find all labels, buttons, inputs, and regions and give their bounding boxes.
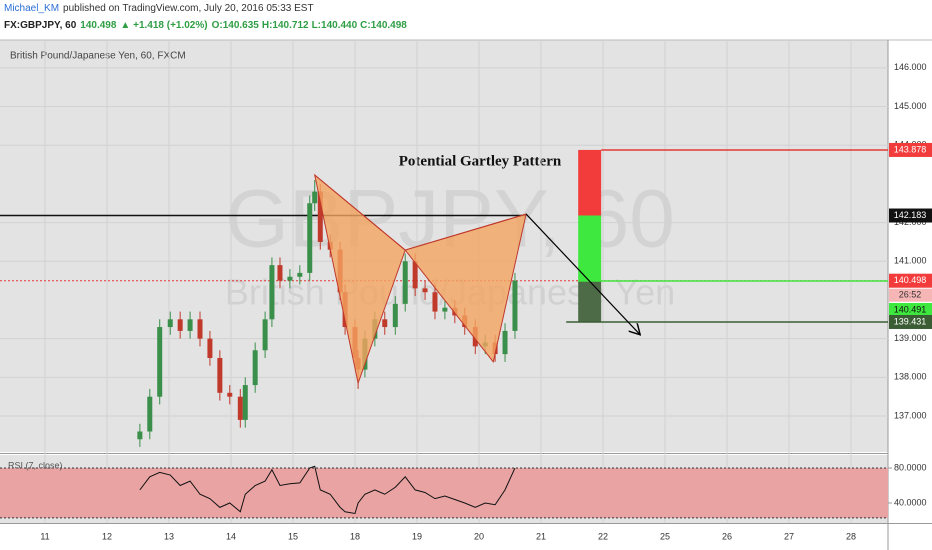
stop-box — [578, 149, 602, 216]
stop-badge — [889, 142, 932, 157]
candle-body — [252, 350, 258, 386]
candle-body — [287, 276, 293, 281]
candle-body — [422, 288, 428, 293]
x-tick-label: 14 — [226, 531, 236, 541]
current-badge — [889, 273, 932, 288]
candle-body — [157, 327, 163, 397]
x-tick-label: 13 — [164, 531, 174, 541]
target-badge — [889, 302, 932, 317]
y-tick-label: 145.000 — [894, 101, 927, 111]
target-label: 140.491 — [894, 304, 927, 314]
candle-body — [512, 280, 518, 331]
candle-body — [297, 272, 303, 277]
candle-body — [187, 319, 193, 331]
entry-label: 142.183 — [894, 210, 927, 220]
x-tick-label: 12 — [102, 531, 112, 541]
candle-body — [402, 261, 408, 304]
stop-label: 143.878 — [894, 144, 927, 154]
countdown: 26:52 — [899, 290, 922, 300]
ohlc-close: C:140.498 — [360, 20, 407, 31]
x-tick-label: 11 — [40, 531, 49, 541]
x-tick-label: 19 — [412, 531, 422, 541]
projection-arrow — [525, 213, 640, 335]
x-tick-label: 28 — [846, 531, 856, 541]
candle-body — [242, 385, 248, 420]
candle-body — [237, 396, 243, 420]
entry-badge — [889, 208, 932, 223]
header-line-1: Michael_KM published on TradingView.com, … — [4, 3, 314, 14]
candle-body — [442, 307, 448, 312]
candle-body — [432, 292, 438, 312]
x-tick-label: 15 — [288, 531, 298, 541]
x-tick-label: 27 — [784, 531, 794, 541]
y-tick-label: 137.000 — [894, 410, 927, 420]
candle-body — [137, 431, 143, 440]
pattern-leg — [405, 213, 527, 251]
candle-body — [262, 319, 268, 351]
target2-box — [578, 280, 602, 322]
target2-badge — [889, 314, 932, 329]
candle-body — [382, 319, 388, 328]
candle-body — [412, 261, 418, 289]
candle-body — [147, 396, 153, 432]
target2-label: 139.431 — [894, 316, 927, 326]
candle-body — [392, 303, 398, 328]
header-line-2: FX:GBPJPY, 60 140.498 ▲ +1.418 (+1.02%) O:1… — [4, 20, 407, 31]
candle-body — [217, 357, 223, 393]
rsi-tick-label: 80.0000 — [894, 462, 927, 472]
chart-legend: British Pound/Japanese Yen, 60, FXCM — [10, 51, 186, 62]
ohlc-low: L:140.440 — [312, 20, 358, 31]
x-tick-label: 25 — [660, 531, 670, 541]
symbol: FX:GBPJPY, 60 — [4, 20, 77, 31]
candle-body — [197, 319, 203, 339]
author: Michael_KM — [4, 3, 59, 14]
candle-body — [307, 203, 313, 273]
rsi-tick-label: 40.0000 — [894, 497, 927, 507]
countdown-badge — [889, 288, 932, 302]
rsi-band — [0, 468, 888, 518]
change: ▲ +1.418 (+1.02%) — [120, 20, 207, 31]
rsi-line — [139, 465, 516, 515]
candle-body — [317, 191, 323, 242]
y-tick-label: 138.000 — [894, 372, 927, 382]
x-tick-label: 26 — [722, 531, 732, 541]
candle-body — [312, 191, 318, 204]
ohlc-high: H:140.712 — [262, 20, 309, 31]
pattern-leg — [314, 174, 406, 251]
target-box — [578, 215, 602, 281]
candle-body — [167, 319, 173, 328]
x-tick-label: 18 — [350, 531, 360, 541]
y-tick-label: 139.000 — [894, 333, 927, 343]
candle-body — [269, 265, 275, 320]
published: published on TradingView.com, July 20, 2… — [63, 3, 314, 14]
y-tick-label: 141.000 — [894, 256, 927, 266]
candle-body — [277, 265, 283, 281]
candle-body — [177, 319, 183, 331]
annotation: Potential Gartley Pattern — [399, 153, 562, 169]
price: 140.498 — [80, 20, 117, 31]
x-tick-label: 22 — [598, 531, 608, 541]
y-tick-label: 146.000 — [894, 62, 927, 72]
candle-body — [502, 330, 508, 355]
candle-body — [227, 392, 233, 397]
x-tick-label: 21 — [536, 531, 546, 541]
rsi-label: RSI (7, close) — [8, 460, 63, 470]
current-label: 140.498 — [894, 275, 927, 285]
ohlc-open: O:140.635 — [212, 20, 260, 31]
x-tick-label: 20 — [474, 531, 484, 541]
candle-body — [207, 338, 213, 358]
